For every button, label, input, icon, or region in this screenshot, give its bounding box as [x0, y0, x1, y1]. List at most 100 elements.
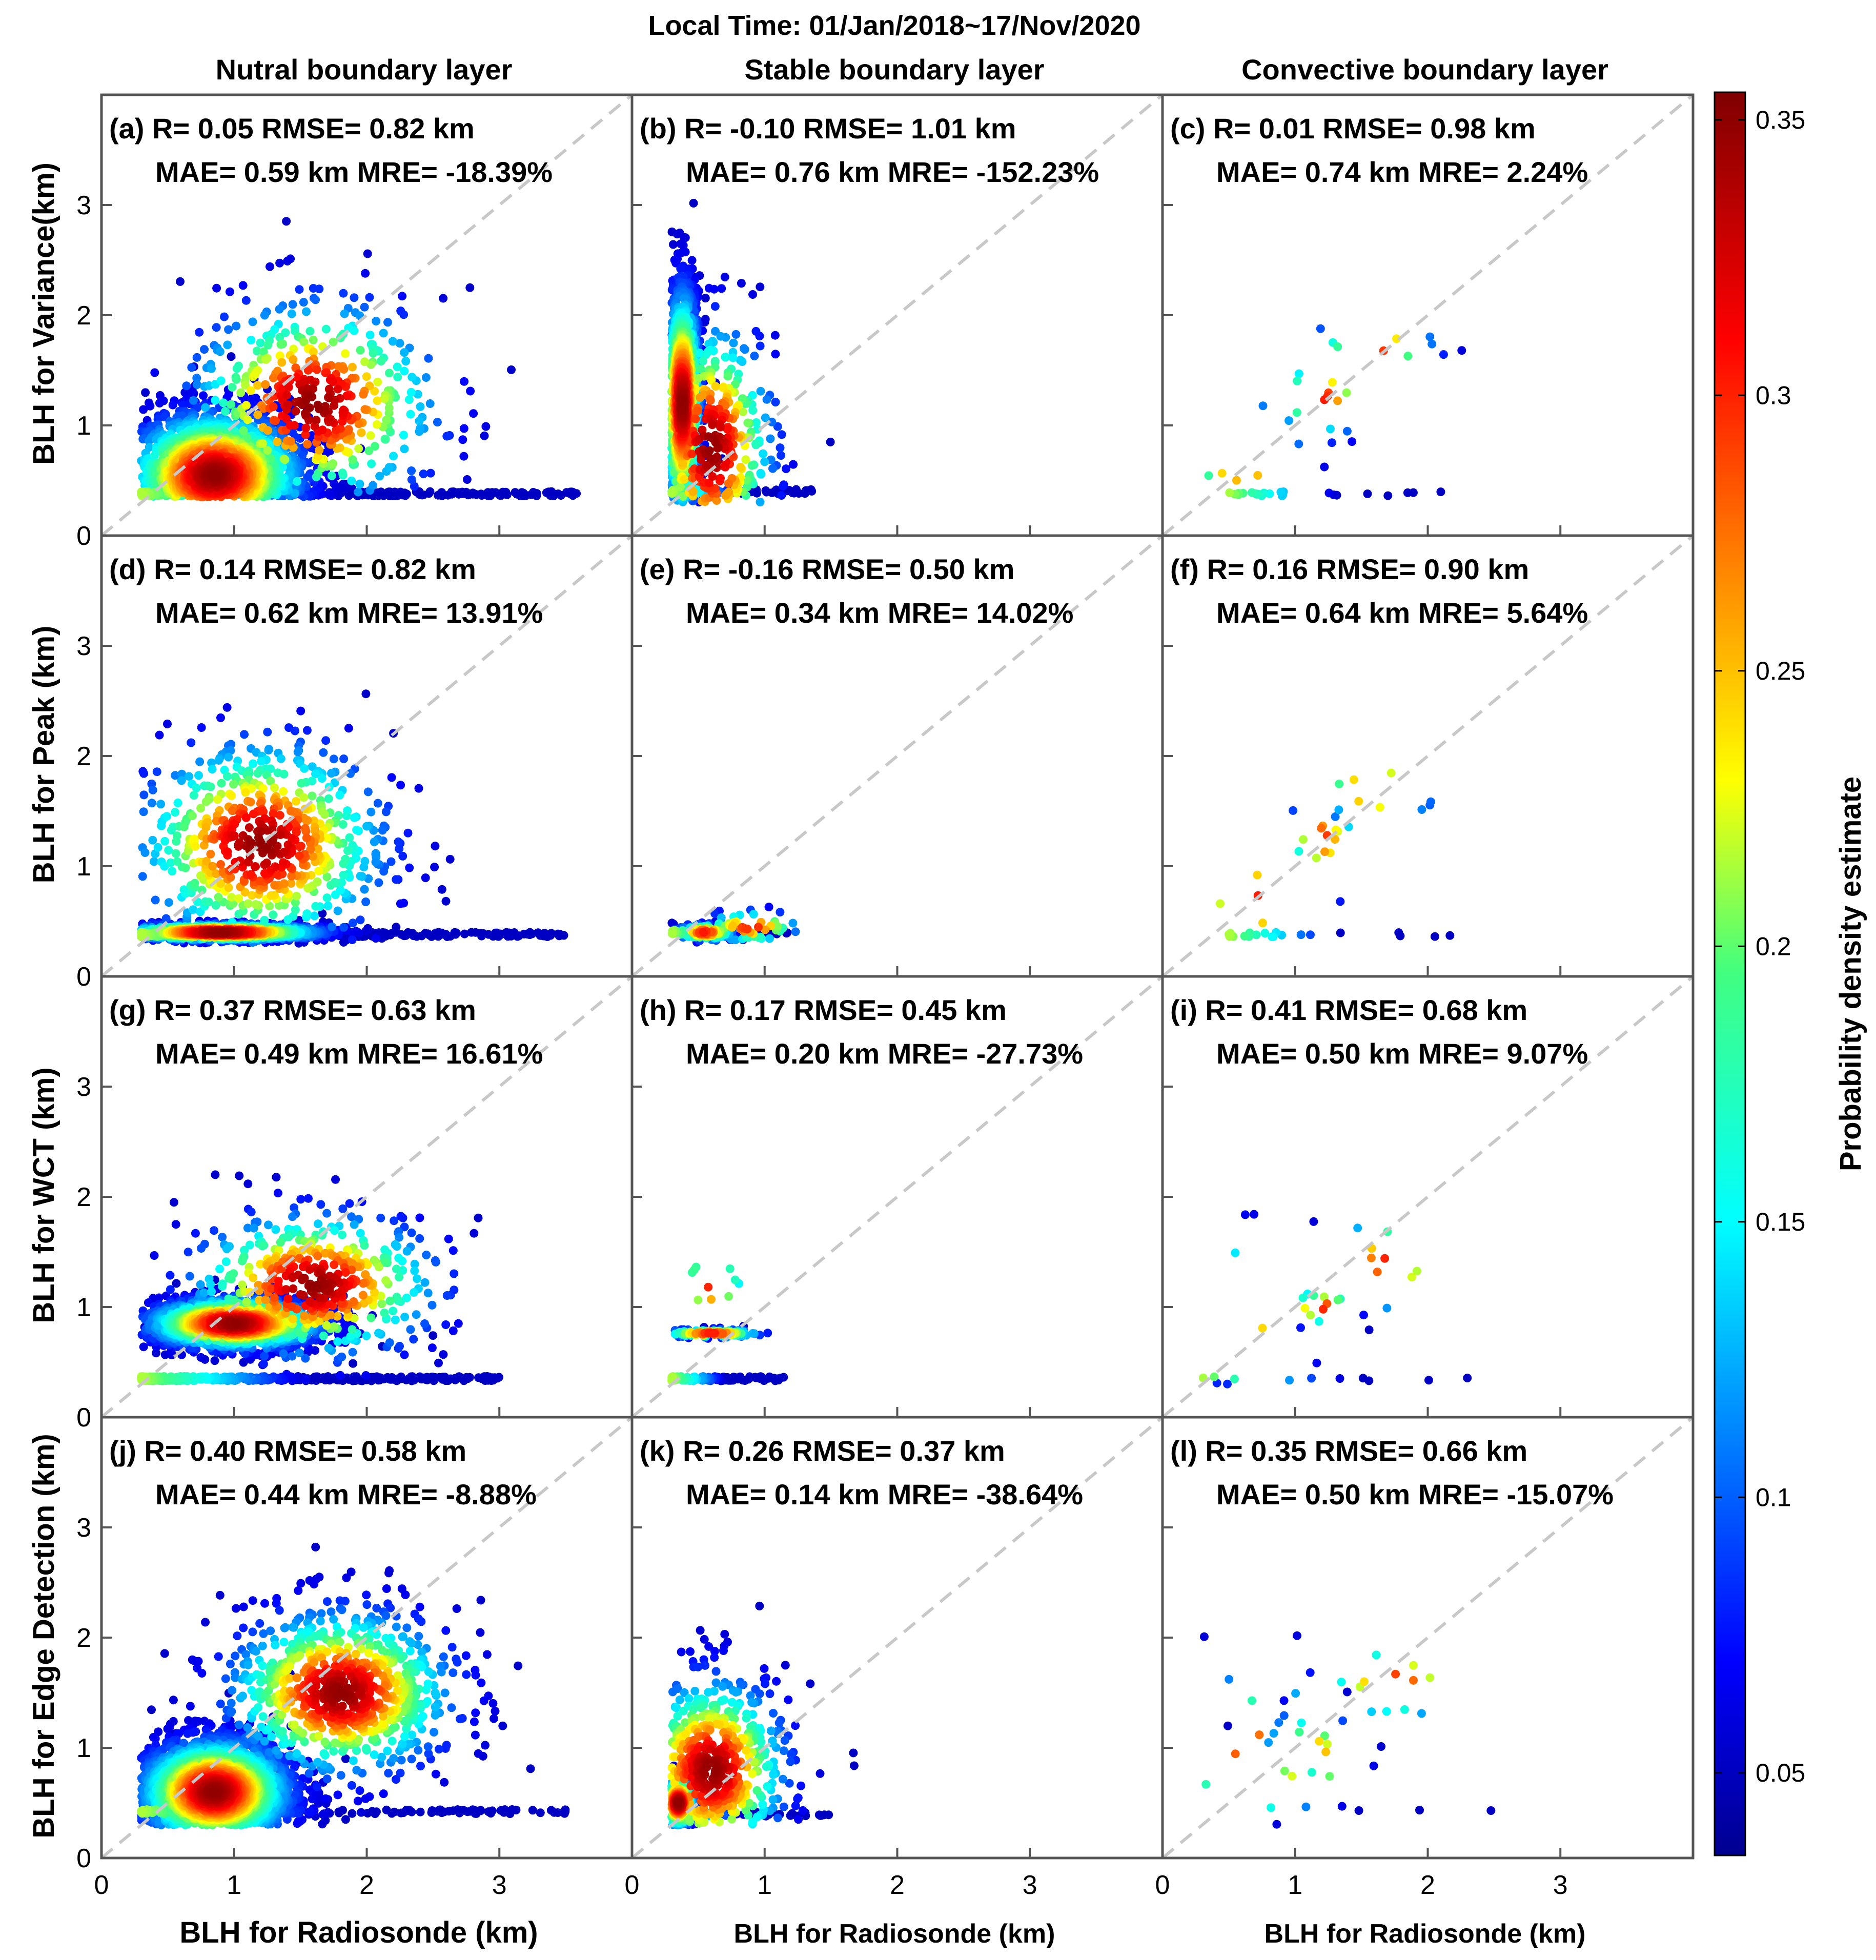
scatter-point: [770, 331, 780, 340]
scatter-point: [354, 487, 363, 497]
scatter-point: [701, 294, 710, 303]
scatter-point: [372, 420, 381, 429]
scatter-point: [569, 489, 578, 499]
scatter-point: [698, 357, 707, 365]
scatter-point: [282, 217, 291, 226]
scatter-point: [771, 350, 780, 359]
scatter-point: [760, 457, 769, 466]
scatter-point: [1276, 487, 1286, 497]
scatter-point: [687, 450, 697, 459]
scatter-point: [207, 364, 216, 373]
scatter-point: [393, 362, 402, 372]
scatter-point: [168, 400, 177, 410]
scatter-point: [266, 262, 274, 271]
scatter-point: [288, 300, 297, 309]
panel-stats-line-2: MAE= 0.59 km MRE= -18.39%: [155, 156, 553, 188]
scatter-point: [200, 345, 209, 354]
scatter-point: [222, 703, 232, 712]
scatter-point: [371, 934, 380, 943]
scatter-point: [261, 380, 270, 389]
scatter-point: [303, 440, 312, 449]
scatter-point: [736, 463, 745, 472]
scatter-point: [313, 400, 322, 410]
scatter-point: [771, 398, 780, 406]
scatter-point: [305, 403, 314, 413]
scatter-point: [404, 395, 414, 404]
scatter-point: [360, 302, 369, 312]
scatter-point: [283, 400, 293, 410]
scatter-point: [1326, 424, 1335, 434]
scatter-point: [415, 424, 424, 433]
scatter-point: [709, 284, 719, 294]
scatter-points: [137, 217, 581, 502]
scatter-point: [721, 491, 730, 500]
scatter-point: [460, 377, 469, 386]
scatter-point: [399, 310, 409, 319]
y-tick-label: 0: [76, 521, 91, 551]
scatter-point: [678, 399, 687, 409]
scatter-point: [356, 345, 365, 355]
scatter-point: [282, 414, 291, 423]
scatter-point: [388, 337, 397, 346]
scatter-point: [220, 312, 229, 321]
scatter-point: [766, 434, 775, 443]
y-tick-label: 2: [76, 301, 91, 331]
scatter-point: [333, 384, 342, 394]
scatter-point: [360, 885, 369, 894]
scatter-point: [141, 388, 150, 397]
ylabel-peak: BLH for Peak (km): [27, 626, 60, 884]
column-title-convective: Convective boundary layer: [1241, 53, 1608, 86]
scatter-point: [527, 490, 536, 499]
scatter-point: [667, 489, 677, 498]
scatter-point: [315, 445, 324, 455]
scatter-point: [269, 402, 278, 412]
scatter-point: [374, 878, 383, 887]
scatter-point: [721, 353, 730, 362]
scatter-point: [748, 406, 758, 415]
scatter-point: [756, 498, 765, 506]
scatter-point: [406, 387, 416, 397]
scatter-point: [716, 332, 725, 341]
scatter-point: [401, 357, 411, 366]
scatter-point: [412, 932, 421, 941]
scatter-point: [720, 273, 729, 281]
scatter-point: [339, 405, 348, 415]
scatter-point: [297, 451, 307, 460]
scatter-point: [1333, 342, 1342, 351]
scatter-point: [1363, 489, 1372, 498]
scatter-point: [248, 317, 257, 326]
scatter-point: [1225, 488, 1234, 497]
scatter-point: [728, 353, 738, 362]
scatter-point: [150, 368, 159, 377]
scatter-point: [402, 489, 411, 499]
scatter-point: [365, 331, 375, 340]
scatter-point: [1217, 468, 1227, 478]
scatter-point: [1292, 408, 1301, 417]
scatter-point: [147, 799, 156, 808]
scatter-point: [708, 434, 718, 443]
scatter-point: [393, 489, 402, 498]
panel-stats-line-2: MAE= 0.74 km MRE= 2.24%: [1216, 156, 1588, 188]
scatter-point: [287, 309, 296, 318]
scatter-point: [138, 872, 147, 881]
scatter-point: [1328, 378, 1337, 387]
scatter-point: [389, 452, 398, 461]
scatter-point: [232, 364, 241, 373]
scatter-point: [426, 468, 435, 478]
scatter-point: [729, 338, 738, 348]
scatter-point: [418, 491, 427, 500]
scatter-point: [291, 406, 300, 416]
xlabel-col-2: BLH for Radiosonde (km): [734, 1919, 1055, 1949]
scatter-point: [458, 435, 467, 444]
scatter-point: [232, 375, 241, 384]
scatter-point: [752, 488, 762, 498]
scatter-point: [415, 417, 424, 425]
scatter-point: [366, 431, 375, 440]
scatter-point: [768, 464, 777, 473]
scatter-point: [360, 405, 370, 414]
scatter-point: [762, 395, 771, 404]
scatter-point: [437, 885, 446, 894]
